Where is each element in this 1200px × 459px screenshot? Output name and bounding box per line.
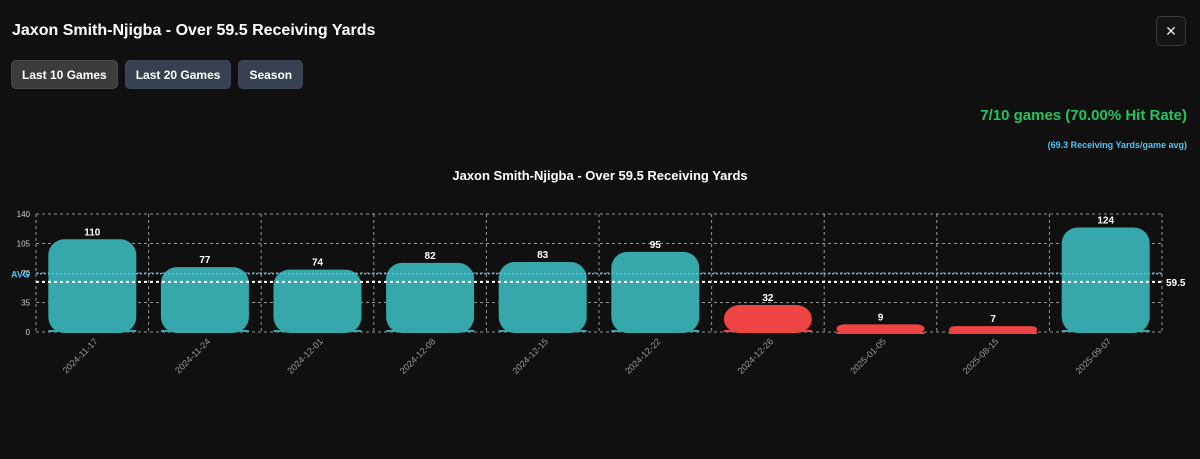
y-tick-label: 35 — [21, 299, 30, 308]
bar-value-label: 82 — [425, 251, 437, 262]
x-tick-label: 2024-12-26 — [736, 336, 776, 376]
x-tick-label: 2025-01-05 — [848, 336, 888, 376]
bar-base — [611, 330, 700, 332]
x-tick-label: 2024-12-01 — [285, 336, 325, 376]
bar-base — [836, 332, 925, 334]
bar-base — [1061, 330, 1150, 332]
bar-layer — [48, 227, 1150, 334]
bar-base — [386, 330, 475, 332]
average-line-label: AVG — [11, 270, 30, 280]
close-icon: ✕ — [1165, 22, 1177, 39]
bar — [949, 326, 1038, 333]
x-tick-label: 2024-12-08 — [398, 336, 438, 376]
bar-value-label: 124 — [1097, 215, 1114, 226]
range-tabs: Last 10 Games Last 20 Games Season — [11, 60, 304, 89]
bar-value-label: 32 — [762, 293, 774, 304]
bar-base — [498, 330, 587, 332]
hit-rate-summary: 7/10 games (70.00% Hit Rate) — [980, 107, 1187, 124]
y-tick-label: 105 — [17, 240, 31, 249]
bar-base — [949, 332, 1038, 334]
x-tick-label: 2024-11-17 — [61, 336, 100, 375]
bar-value-label: 110 — [84, 227, 101, 238]
bar — [498, 262, 587, 333]
bar — [1061, 227, 1150, 333]
x-tick-label: 2025-08-15 — [961, 336, 1001, 376]
bar — [611, 251, 700, 333]
bar-base — [48, 330, 137, 332]
y-tick-label: 0 — [26, 328, 31, 337]
bar — [273, 269, 362, 333]
x-tick-label: 2024-11-24 — [173, 336, 212, 375]
bar-base — [160, 330, 249, 332]
x-tick-label: 2025-09-07 — [1073, 336, 1113, 376]
bar-value-label: 7 — [990, 314, 996, 325]
y-tick-label: 140 — [17, 210, 31, 219]
bar — [386, 262, 475, 333]
bar-value-label: 95 — [650, 240, 662, 251]
bar — [48, 239, 137, 333]
average-summary: (69.3 Receiving Yards/game avg) — [1047, 140, 1187, 150]
tab-season[interactable]: Season — [238, 60, 304, 89]
x-tick-label: 2024-12-22 — [623, 336, 663, 376]
bar-value-label: 77 — [199, 255, 211, 266]
x-tick-label: 2024-12-15 — [510, 336, 550, 376]
y-tick-label: 70 — [21, 269, 30, 278]
target-line-label: 59.5 — [1166, 278, 1186, 289]
tab-last-20-games[interactable]: Last 20 Games — [124, 60, 232, 89]
bar-value-label: 83 — [537, 250, 549, 261]
line-layer — [36, 272, 1162, 283]
bar-base — [723, 330, 812, 332]
bar-value-label: 74 — [312, 258, 324, 269]
bar — [723, 305, 812, 333]
bar-value-label: 9 — [878, 312, 884, 323]
chart-title: Jaxon Smith-Njigba - Over 59.5 Receiving… — [452, 168, 747, 183]
tab-last-10-games[interactable]: Last 10 Games — [11, 60, 118, 89]
close-button[interactable]: ✕ — [1156, 16, 1186, 46]
modal-title: Jaxon Smith-Njigba - Over 59.5 Receiving… — [12, 22, 376, 39]
bar — [160, 267, 249, 333]
bar-base — [273, 330, 362, 332]
bar — [836, 324, 925, 333]
